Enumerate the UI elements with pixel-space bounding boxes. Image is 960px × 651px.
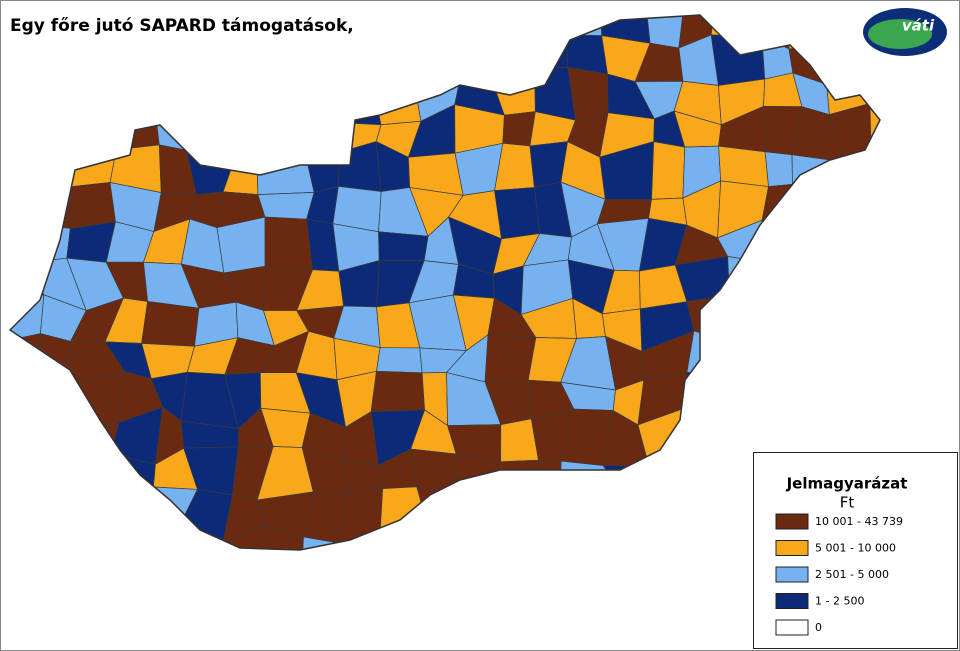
legend-label: 1 - 2 500	[815, 595, 864, 608]
region	[222, 524, 277, 550]
legend-label: 0	[815, 621, 822, 634]
region	[257, 192, 315, 220]
logo: váti	[863, 8, 947, 56]
legend-label: 2 501 - 5 000	[815, 568, 889, 581]
legend-swatch	[775, 540, 809, 556]
region	[484, 334, 537, 383]
legend-swatch	[775, 619, 809, 636]
region	[141, 301, 200, 347]
region	[494, 187, 541, 240]
legend-label: 10 001 - 43 739	[815, 515, 903, 528]
legend: Jelmagyarázat Ft 10 001 - 43 739 5 001 - …	[753, 452, 958, 649]
legend-swatch	[775, 566, 809, 583]
region	[764, 151, 793, 187]
region	[370, 370, 425, 413]
region	[264, 216, 313, 271]
region	[376, 347, 423, 374]
legend-swatch	[775, 513, 809, 530]
region	[69, 182, 116, 229]
region	[718, 145, 769, 187]
logo-globe	[868, 19, 932, 49]
legend-unit: Ft	[840, 494, 855, 512]
region	[264, 524, 304, 550]
region	[651, 141, 686, 200]
legend-swatch	[775, 593, 809, 609]
map-title: Egy főre jutó SAPARD támogatások,	[10, 16, 354, 36]
region	[378, 231, 429, 261]
logo-text: váti	[902, 17, 935, 35]
legend-label: 5 001 - 10 000	[815, 542, 896, 555]
legend-title: Jelmagyarázat	[786, 475, 908, 493]
